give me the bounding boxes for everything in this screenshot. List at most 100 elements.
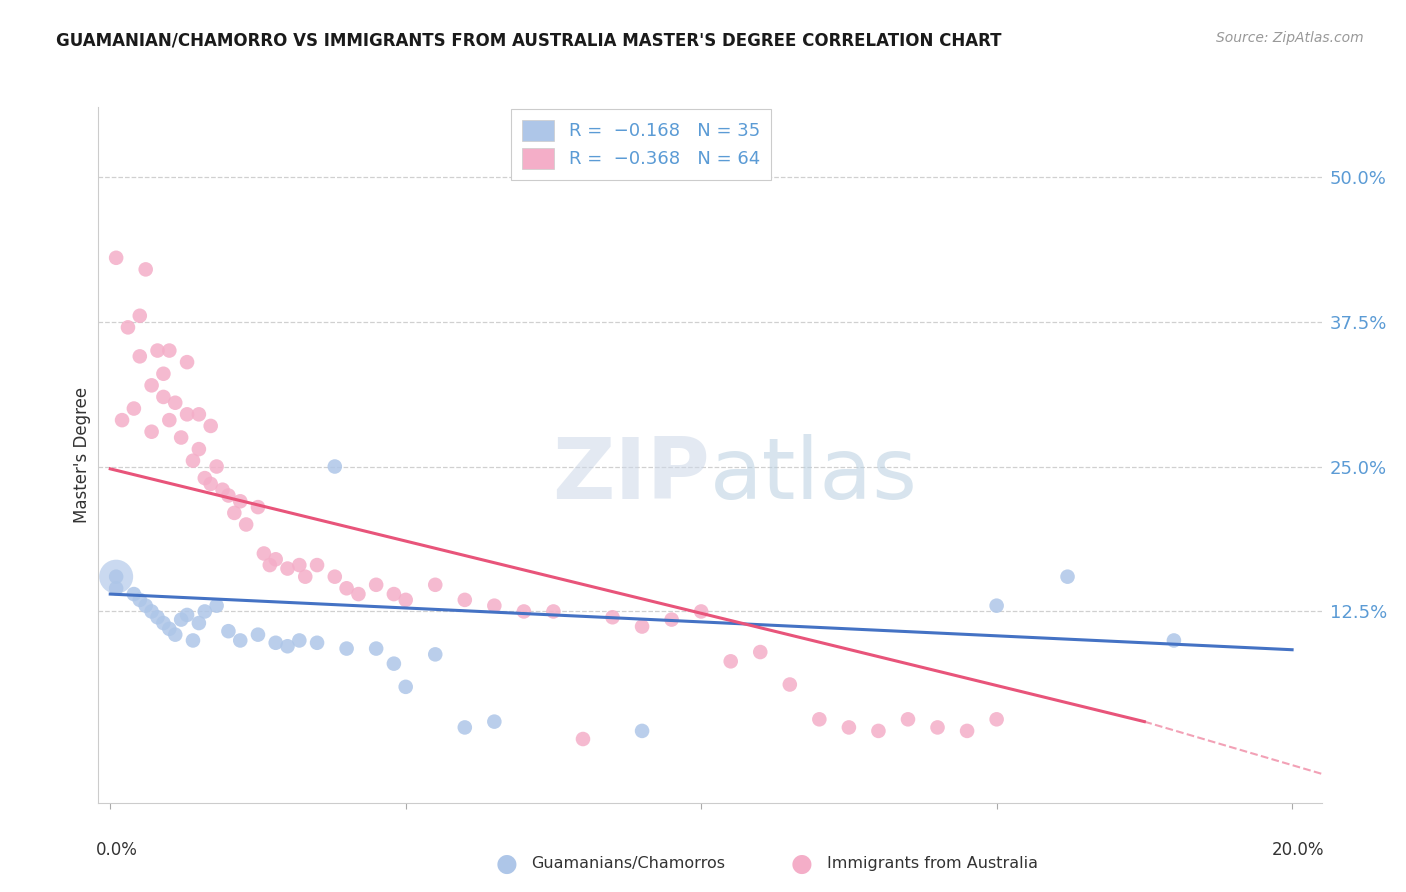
Point: [146, 610, 169, 624]
Point: [235, 517, 257, 532]
Point: [181, 633, 204, 648]
Point: [484, 599, 506, 613]
Point: [105, 251, 128, 265]
Point: [200, 419, 222, 434]
Text: atlas: atlas: [710, 434, 918, 517]
Point: [868, 723, 890, 738]
Point: [211, 483, 233, 497]
Point: [128, 592, 150, 607]
Point: [720, 654, 742, 668]
Text: Immigrants from Australia: Immigrants from Australia: [827, 856, 1038, 871]
Point: [200, 476, 222, 491]
Point: [543, 605, 565, 619]
Point: [323, 459, 346, 474]
Point: [323, 570, 346, 584]
Point: [264, 636, 287, 650]
Point: [128, 309, 150, 323]
Point: [631, 723, 654, 738]
Point: [264, 552, 287, 566]
Point: [187, 407, 209, 422]
Point: [194, 605, 217, 619]
Point: [141, 378, 163, 392]
Point: [513, 605, 536, 619]
Point: [838, 721, 860, 735]
Point: [366, 641, 388, 656]
Point: [1056, 570, 1078, 584]
Point: [205, 459, 228, 474]
Point: [454, 721, 477, 735]
Point: [117, 320, 139, 334]
Legend: R =  −0.168   N = 35, R =  −0.368   N = 64: R = −0.168 N = 35, R = −0.368 N = 64: [512, 109, 770, 179]
Point: [135, 599, 157, 613]
Point: [808, 712, 831, 726]
Point: [217, 489, 239, 503]
Point: [690, 605, 713, 619]
Point: [956, 723, 979, 738]
Point: [484, 714, 506, 729]
Point: [187, 615, 209, 630]
Point: [294, 570, 316, 584]
Point: [135, 262, 157, 277]
Point: [170, 613, 193, 627]
Point: [631, 619, 654, 633]
Text: ZIP: ZIP: [553, 434, 710, 517]
Point: [176, 407, 198, 422]
Point: [927, 721, 949, 735]
Point: [602, 610, 624, 624]
Point: [779, 677, 801, 691]
Point: [105, 582, 128, 596]
Text: 0.0%: 0.0%: [96, 841, 138, 859]
Point: [122, 401, 145, 416]
Point: [194, 471, 217, 485]
Point: [259, 558, 281, 573]
Point: [157, 413, 180, 427]
Point: [105, 570, 128, 584]
Point: [347, 587, 370, 601]
Point: [146, 343, 169, 358]
Point: [336, 582, 359, 596]
Point: [217, 624, 239, 639]
Point: [382, 657, 405, 671]
Point: [749, 645, 772, 659]
Point: [122, 587, 145, 601]
Point: [246, 500, 269, 514]
Text: ●: ●: [790, 852, 813, 875]
Point: [425, 578, 447, 592]
Point: [224, 506, 246, 520]
Point: [176, 355, 198, 369]
Text: ●: ●: [495, 852, 517, 875]
Point: [157, 343, 180, 358]
Point: [382, 587, 405, 601]
Point: [246, 628, 269, 642]
Text: Guamanians/Chamorros: Guamanians/Chamorros: [531, 856, 725, 871]
Point: [454, 592, 477, 607]
Point: [366, 578, 388, 592]
Point: [425, 648, 447, 662]
Point: [1163, 633, 1185, 648]
Point: [105, 570, 128, 584]
Text: Source: ZipAtlas.com: Source: ZipAtlas.com: [1216, 31, 1364, 45]
Point: [187, 442, 209, 457]
Point: [152, 615, 174, 630]
Point: [288, 633, 311, 648]
Point: [897, 712, 920, 726]
Point: [276, 639, 298, 653]
Point: [288, 558, 311, 573]
Point: [986, 712, 1008, 726]
Point: [176, 607, 198, 622]
Text: 20.0%: 20.0%: [1271, 841, 1324, 859]
Point: [307, 558, 329, 573]
Point: [276, 561, 298, 575]
Point: [152, 390, 174, 404]
Text: GUAMANIAN/CHAMORRO VS IMMIGRANTS FROM AUSTRALIA MASTER'S DEGREE CORRELATION CHAR: GUAMANIAN/CHAMORRO VS IMMIGRANTS FROM AU…: [56, 31, 1001, 49]
Point: [128, 350, 150, 364]
Point: [395, 592, 418, 607]
Y-axis label: Master's Degree: Master's Degree: [73, 387, 91, 523]
Point: [152, 367, 174, 381]
Point: [661, 613, 683, 627]
Point: [165, 628, 187, 642]
Point: [205, 599, 228, 613]
Point: [229, 494, 252, 508]
Point: [157, 622, 180, 636]
Point: [986, 599, 1008, 613]
